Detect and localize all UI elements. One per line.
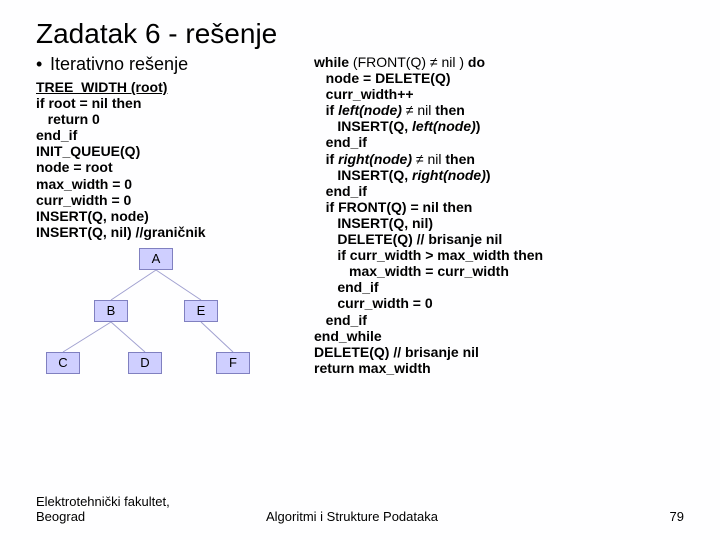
slide: Zadatak 6 - rešenje Iterativno rešenje T… xyxy=(0,0,720,540)
tree-node-d: D xyxy=(128,352,162,374)
code-line: curr_width = 0 xyxy=(314,295,433,311)
code-kw: if xyxy=(314,199,334,215)
tree-edges-svg xyxy=(46,248,266,398)
code-text: INSERT(Q, xyxy=(314,167,412,183)
code-op: ≠ xyxy=(416,151,424,167)
code-line: INIT_QUEUE(Q) xyxy=(36,143,140,159)
code-line: node = DELETE(Q) xyxy=(314,70,451,86)
code-line: return max_width xyxy=(314,360,431,376)
code-text: curr_width > max_width xyxy=(346,247,514,263)
code-text: nil ) xyxy=(438,54,468,70)
code-line: end_while xyxy=(314,328,382,344)
code-line: node = root xyxy=(36,159,113,175)
code-call: left(node) xyxy=(412,118,476,134)
code-line: max_width = 0 xyxy=(36,176,132,192)
code-line: DELETE(Q) // brisanje nil xyxy=(314,344,479,360)
function-signature: TREE_WIDTH (root) xyxy=(36,79,167,95)
left-code-block: TREE_WIDTH (root) if root = nil then ret… xyxy=(36,79,296,240)
tree-node-b: B xyxy=(94,300,128,322)
slide-footer: Elektrotehnički fakultet, Beograd Algori… xyxy=(0,494,720,524)
code-line: INSERT(Q, node) xyxy=(36,208,149,224)
tree-node-f: F xyxy=(216,352,250,374)
tree-node-e: E xyxy=(184,300,218,322)
code-line: return 0 xyxy=(36,111,100,127)
slide-title: Zadatak 6 - rešenje xyxy=(36,18,684,50)
footer-affiliation-1: Elektrotehnički fakultet, xyxy=(36,494,236,509)
bullet-item: Iterativno rešenje xyxy=(36,54,296,75)
tree-node-c: C xyxy=(46,352,80,374)
code-kw: then xyxy=(514,247,544,263)
code-line: if root = nil then xyxy=(36,95,141,111)
code-kw: if xyxy=(314,247,346,263)
code-text: ) xyxy=(476,118,481,134)
code-line: end_if xyxy=(314,312,367,328)
left-column: Iterativno rešenje TREE_WIDTH (root) if … xyxy=(36,54,296,398)
code-op: ≠ xyxy=(430,54,438,70)
code-kw: then xyxy=(443,199,473,215)
code-call: right(node) xyxy=(412,167,486,183)
code-line: end_if xyxy=(36,127,77,143)
code-line: end_if xyxy=(314,183,367,199)
code-call: left(node) xyxy=(338,102,402,118)
code-kw: while xyxy=(314,54,349,70)
code-line: DELETE(Q) // brisanje nil xyxy=(314,231,502,247)
footer-page-number: 79 xyxy=(624,509,684,524)
code-text: nil xyxy=(413,102,435,118)
code-line: end_if xyxy=(314,279,379,295)
content-columns: Iterativno rešenje TREE_WIDTH (root) if … xyxy=(36,54,684,398)
footer-center: Algoritmi i Strukture Podataka xyxy=(236,509,624,524)
footer-left: Elektrotehnički fakultet, Beograd xyxy=(36,494,236,524)
code-kw: if xyxy=(314,151,338,167)
code-kw: if xyxy=(314,102,338,118)
code-call: right(node) xyxy=(338,151,412,167)
footer-affiliation-2: Beograd xyxy=(36,509,236,524)
code-line: INSERT(Q, nil) //graničnik xyxy=(36,224,206,240)
code-text: ) xyxy=(486,167,491,183)
code-kw: then xyxy=(445,151,475,167)
right-code-block: while (FRONT(Q) ≠ nil ) do node = DELETE… xyxy=(314,54,684,376)
code-line: max_width = curr_width xyxy=(314,263,509,279)
code-line: INSERT(Q, nil) xyxy=(314,215,433,231)
code-line: curr_width = 0 xyxy=(36,192,131,208)
code-kw: do xyxy=(468,54,485,70)
code-text: INSERT(Q, xyxy=(314,118,412,134)
code-line: curr_width++ xyxy=(314,86,414,102)
code-text: (FRONT(Q) xyxy=(349,54,430,70)
code-text: FRONT(Q) = nil xyxy=(334,199,443,215)
code-kw: then xyxy=(435,102,465,118)
tree-node-a: A xyxy=(139,248,173,270)
right-column: while (FRONT(Q) ≠ nil ) do node = DELETE… xyxy=(304,54,684,398)
code-text: nil xyxy=(424,151,446,167)
code-line: end_if xyxy=(314,134,367,150)
tree-diagram: A B E C D F xyxy=(46,248,266,398)
